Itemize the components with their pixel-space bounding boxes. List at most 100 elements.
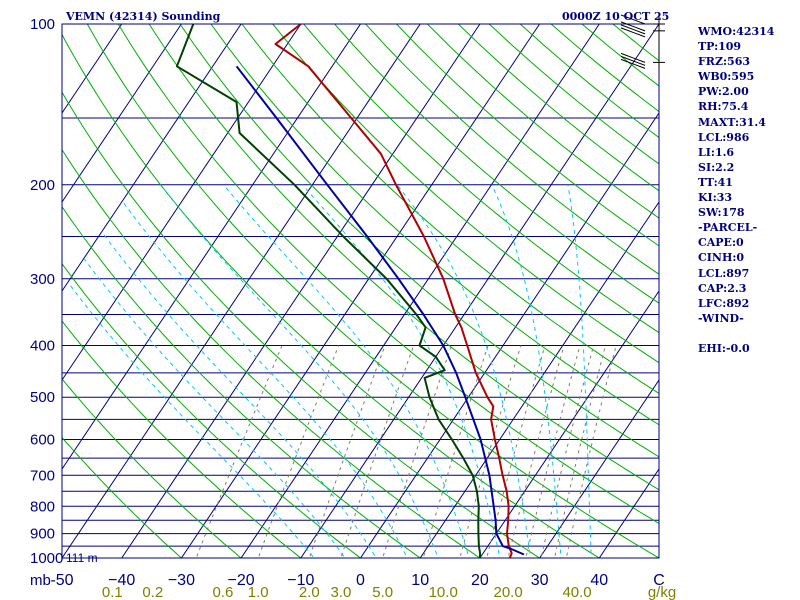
- mixing-ratio-tick-label: 0.6: [212, 584, 233, 600]
- dry-adiabat-line: [62, 436, 183, 558]
- wind-barb-flag: [620, 58, 646, 69]
- index-item: PW:2.00: [698, 85, 749, 99]
- temperature-tick-label: 10: [411, 572, 429, 589]
- mixing-ratio-line: [422, 345, 489, 558]
- index-item: -WIND-: [698, 311, 744, 325]
- temperature-tick-label: −40: [108, 572, 135, 589]
- index-item: TT:41: [698, 175, 733, 189]
- temperature-tick-label: 20: [471, 572, 489, 589]
- mixing-ratio-tick-label: 5.0: [372, 584, 393, 600]
- isotherm-line: [62, 24, 302, 381]
- isotherm-line: [62, 24, 182, 203]
- wind-barbs: [620, 14, 665, 70]
- pressure-tick-label: 300: [30, 271, 55, 288]
- dry-adiabat-line: [117, 24, 659, 525]
- mixing-ratio-line: [340, 345, 415, 558]
- wind-barb-flag: [620, 24, 646, 35]
- plot-frame: [61, 23, 660, 559]
- dry-adiabat-line: [62, 205, 422, 558]
- mixing-ratio-tick-label: 20.0: [493, 584, 522, 600]
- wind-barb-flag: [620, 27, 646, 38]
- moist-adiabat-line: [67, 282, 315, 558]
- moist-adiabat-line: [122, 201, 408, 558]
- pressure-tick-label: 700: [30, 467, 55, 484]
- index-item: WMO:42314: [698, 25, 775, 38]
- temperature-tick-label: −30: [168, 572, 195, 589]
- isotherm-line: [300, 24, 659, 558]
- pressure-tick-label: 800: [30, 498, 55, 515]
- pressure-tick-label: 900: [30, 526, 55, 543]
- moist-adiabat-line: [396, 184, 532, 558]
- index-item: SW:178: [698, 206, 745, 220]
- isotherm-line: [180, 24, 541, 558]
- dry-adiabat-line: [396, 24, 659, 247]
- index-item: SI:2.2: [698, 160, 735, 174]
- mixing-ratio-line: [308, 345, 386, 558]
- index-item: [698, 326, 774, 341]
- isotherm-line: [62, 24, 421, 558]
- surface-height-label: 111 m: [66, 551, 98, 565]
- dry-adiabat-line: [62, 148, 481, 558]
- temperature-tick-label: 30: [531, 572, 549, 589]
- temperature-tick-label: −20: [228, 572, 255, 589]
- dry-adiabat-line: [62, 91, 541, 558]
- moist-adiabat-line: [567, 184, 592, 558]
- parcel-profile: [235, 65, 525, 556]
- temperature-tick-label: 0: [356, 572, 365, 589]
- moist-adiabat-line: [83, 258, 346, 558]
- dry-adiabat-line: [365, 24, 659, 275]
- mixing-ratio-tick-label: 2.0: [299, 584, 320, 600]
- index-item: CAP:2.3: [698, 281, 747, 295]
- dewpoint-profile: [175, 24, 482, 558]
- stability-indices-panel: WMO:42314 TP:109 FRZ:563 WB0:595 PW:2.00 RH:7…: [698, 24, 774, 356]
- sounding-timestamp: 0000Z 10 OCT 25: [562, 10, 670, 23]
- isotherm-line: [539, 379, 659, 558]
- index-item: FRZ:563: [698, 55, 751, 69]
- sounding-profiles: [175, 24, 525, 558]
- dry-adiabat-line: [303, 24, 659, 334]
- mixing-ratio-tick-label: 40.0: [562, 584, 591, 600]
- index-item: -PARCEL-: [698, 221, 758, 235]
- index-item: LI:1.6: [698, 145, 735, 159]
- temperature-profile: [274, 24, 513, 558]
- dry-adiabat-line: [62, 320, 302, 558]
- index-item: MAXT:31.4: [698, 115, 766, 129]
- index-item: WB0:595: [698, 70, 755, 84]
- moist-adiabat-line: [101, 231, 377, 558]
- mixing-ratio-unit-label: g/kg: [648, 584, 676, 600]
- dry-adiabat-line: [86, 24, 659, 558]
- index-item: LFC:892: [698, 296, 750, 310]
- index-item: RH:75.4: [698, 100, 749, 114]
- index-item: CAPE:0: [698, 236, 744, 250]
- isotherm-line: [360, 112, 659, 558]
- dry-adiabat-line: [62, 33, 601, 558]
- background-grid: [0, 24, 659, 558]
- temperature-tick-label: 40: [590, 572, 608, 589]
- dry-adiabat-line: [62, 262, 362, 558]
- pressure-tick-label: 400: [30, 338, 55, 355]
- isotherm-line: [240, 24, 600, 558]
- pressure-unit-label: mb: [30, 572, 51, 589]
- isotherm-line: [62, 24, 361, 470]
- mixing-ratio-tick-label: 0.1: [102, 584, 123, 600]
- mixing-ratio-line: [553, 345, 606, 558]
- index-item: EHI:-0.0: [698, 341, 750, 355]
- pressure-tick-label: 600: [30, 432, 55, 449]
- temperature-tick-label: -50: [50, 572, 73, 589]
- mixing-ratio-tick-label: 1.0: [248, 584, 269, 600]
- pressure-tick-label: 1000: [30, 550, 63, 567]
- mixing-ratio-line: [195, 345, 283, 558]
- isotherm-line: [0, 24, 2, 558]
- index-item: TP:109: [698, 40, 742, 54]
- index-item: CINH:0: [698, 251, 745, 265]
- pressure-tick-label: 200: [30, 177, 55, 194]
- moist-adiabat-line: [223, 184, 470, 558]
- mixing-ratio-tick-label: 3.0: [330, 584, 351, 600]
- pressure-tick-label: 500: [30, 389, 55, 406]
- mixing-ratio-line: [382, 345, 452, 558]
- moist-adiabat-line: [302, 184, 501, 558]
- isotherm-line: [419, 201, 659, 558]
- temperature-tick-label: −10: [287, 572, 314, 589]
